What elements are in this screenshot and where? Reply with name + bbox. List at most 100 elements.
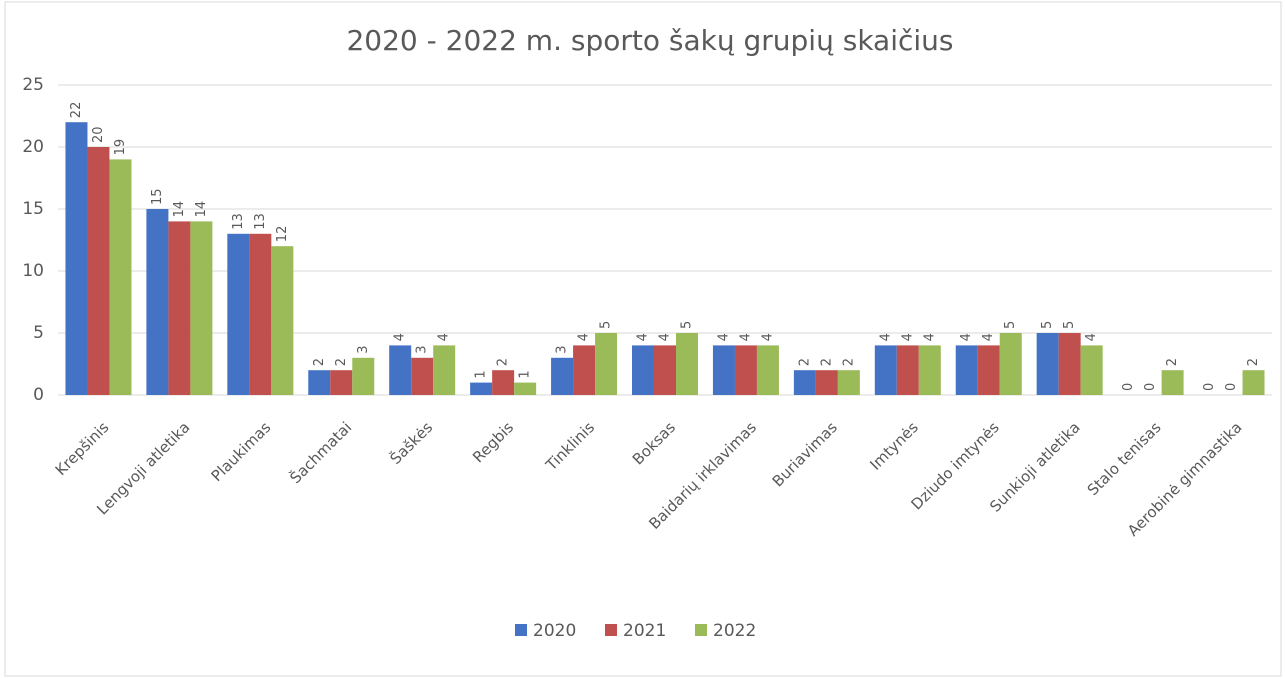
bar <box>654 345 676 395</box>
chart-title: 2020 - 2022 m. sporto šakų grupių skaiči… <box>346 24 953 57</box>
y-tick-label: 10 <box>22 261 44 281</box>
data-label: 3 <box>356 346 371 354</box>
data-label: 4 <box>738 333 753 341</box>
bar <box>874 345 897 395</box>
bar <box>955 345 978 395</box>
data-label: 15 <box>150 188 165 205</box>
y-tick-label: 15 <box>22 199 44 219</box>
data-label: 4 <box>922 333 937 341</box>
bar <box>676 333 698 395</box>
data-label: 2 <box>496 358 511 366</box>
data-label: 0 <box>1202 383 1217 391</box>
bar <box>168 221 191 395</box>
data-label: 19 <box>113 139 128 156</box>
data-label: 4 <box>437 333 452 341</box>
y-tick-label: 5 <box>33 323 44 343</box>
bar <box>837 370 860 395</box>
bar <box>514 382 537 395</box>
data-label: 4 <box>878 333 893 341</box>
data-label: 5 <box>1062 321 1077 329</box>
data-label: 12 <box>275 226 290 243</box>
bar <box>632 345 654 395</box>
bar <box>793 370 816 395</box>
data-label: 2 <box>841 358 856 366</box>
bar <box>999 333 1022 395</box>
legend-swatch <box>695 624 707 636</box>
bar <box>918 345 941 395</box>
data-label: 14 <box>172 201 187 218</box>
legend-label: 2021 <box>623 621 666 641</box>
data-label: 4 <box>900 333 915 341</box>
y-tick-label: 25 <box>22 75 44 95</box>
bar <box>308 370 331 395</box>
bar <box>146 209 169 395</box>
data-label: 2 <box>797 358 812 366</box>
data-label: 4 <box>760 333 775 341</box>
legend-label: 2020 <box>533 621 576 641</box>
data-label: 20 <box>91 126 106 143</box>
bar <box>433 345 456 395</box>
bar <box>411 357 434 395</box>
data-label: 13 <box>231 213 246 230</box>
data-label: 4 <box>577 333 592 341</box>
bar <box>65 122 88 395</box>
bar <box>352 357 375 395</box>
data-label: 4 <box>959 333 974 341</box>
bar <box>470 382 493 395</box>
data-label: 2 <box>312 358 327 366</box>
data-label: 4 <box>393 333 408 341</box>
y-tick-label: 0 <box>33 385 44 405</box>
data-label: 3 <box>415 346 430 354</box>
bar <box>190 221 213 395</box>
bar <box>109 159 132 395</box>
data-label: 3 <box>555 346 570 354</box>
bar <box>896 345 919 395</box>
bar <box>815 370 838 395</box>
data-label: 4 <box>636 333 651 341</box>
data-label: 22 <box>69 102 84 119</box>
bar <box>712 345 735 395</box>
bar <box>1242 370 1265 395</box>
data-label: 14 <box>194 201 209 218</box>
bar <box>551 357 574 395</box>
data-label: 13 <box>253 213 268 230</box>
bar <box>271 246 294 395</box>
legend-swatch <box>515 624 527 636</box>
data-label: 1 <box>474 370 489 378</box>
data-label: 4 <box>658 333 673 341</box>
bar <box>756 345 779 395</box>
bar <box>249 233 272 395</box>
data-label: 2 <box>1165 358 1180 366</box>
data-label: 0 <box>1121 383 1136 391</box>
y-tick-label: 20 <box>22 137 44 157</box>
data-label: 5 <box>1040 321 1055 329</box>
data-label: 5 <box>599 321 614 329</box>
bar <box>1161 370 1184 395</box>
legend-swatch <box>605 624 617 636</box>
bar <box>87 147 110 395</box>
bar <box>595 333 618 395</box>
data-label: 2 <box>334 358 349 366</box>
bar <box>227 233 250 395</box>
data-label: 4 <box>716 333 731 341</box>
data-label: 0 <box>1224 383 1239 391</box>
bar <box>1080 345 1103 395</box>
bar <box>734 345 757 395</box>
data-label: 4 <box>1084 333 1099 341</box>
bar <box>573 345 596 395</box>
data-label: 5 <box>1003 321 1018 329</box>
legend-label: 2022 <box>713 621 756 641</box>
data-label: 4 <box>981 333 996 341</box>
data-label: 0 <box>1143 383 1158 391</box>
bar <box>330 370 353 395</box>
data-label: 2 <box>819 358 834 366</box>
bar <box>1058 333 1081 395</box>
data-label: 2 <box>1246 358 1261 366</box>
data-label: 5 <box>680 321 695 329</box>
data-label: 1 <box>518 370 533 378</box>
bar <box>492 370 515 395</box>
bar <box>389 345 412 395</box>
bar <box>1036 333 1059 395</box>
bar <box>977 345 1000 395</box>
